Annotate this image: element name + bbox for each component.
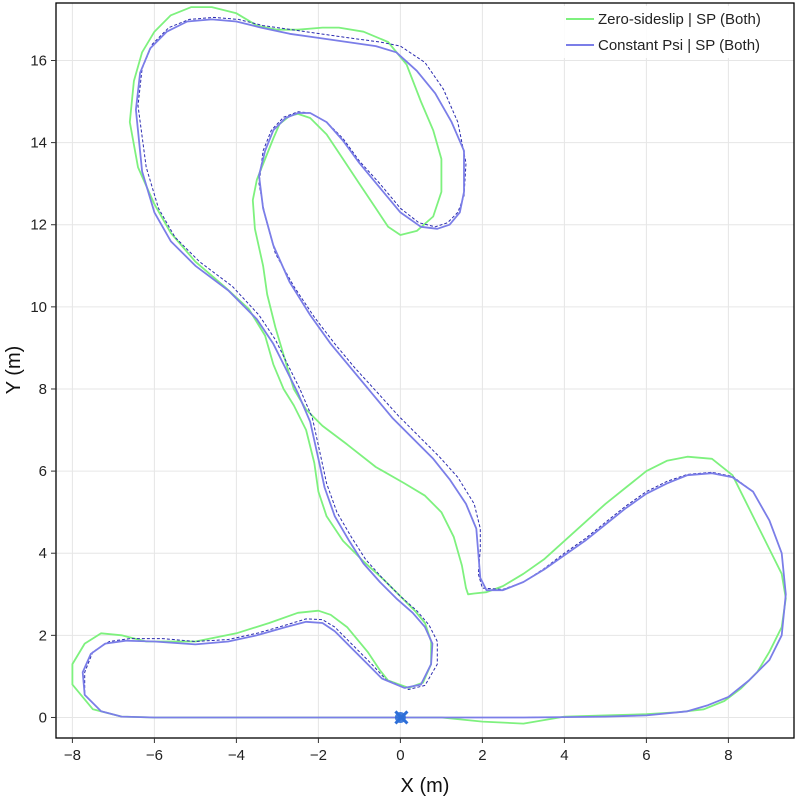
legend-box <box>560 6 790 58</box>
x-tick-label-5: 2 <box>478 747 486 764</box>
x-tick-label-1: −6 <box>146 747 163 764</box>
x-tick-label-0: −8 <box>64 747 81 764</box>
y-tick-label-2: 4 <box>39 545 47 562</box>
x-tick-label-8: 8 <box>724 747 732 764</box>
series-line-0 <box>71 6 787 725</box>
y-axis-ticks: 0 2 4 6 8 10 12 14 16 <box>30 52 56 726</box>
y-tick-label-3: 6 <box>39 463 47 480</box>
x-axis-ticks: −8 −6 −4 −2 0 2 4 6 8 <box>64 738 733 764</box>
x-tick-label-7: 6 <box>642 747 650 764</box>
x-tick-label-6: 4 <box>560 747 568 764</box>
series-line-1 <box>81 18 787 719</box>
start-marker-circle <box>394 711 406 723</box>
grid-lines <box>56 3 794 738</box>
y-axis-title: Y (m) <box>3 346 25 395</box>
x-tick-label-3: −2 <box>310 747 327 764</box>
x-tick-label-4: 0 <box>396 747 404 764</box>
legend-label-zero-sideslip: Zero-sideslip | SP (Both) <box>598 11 761 28</box>
legend-label-constant-psi: Constant Psi | SP (Both) <box>598 37 760 54</box>
y-tick-label-0: 0 <box>39 709 47 726</box>
x-axis-title: X (m) <box>401 775 450 797</box>
y-tick-label-5: 10 <box>30 299 47 316</box>
start-markers <box>394 710 409 725</box>
y-tick-label-6: 12 <box>30 217 47 234</box>
series-lines <box>71 6 787 725</box>
y-tick-label-7: 14 <box>30 135 47 152</box>
legend: Zero-sideslip | SP (Both) Constant Psi |… <box>560 6 790 58</box>
series-line-2 <box>84 16 787 718</box>
y-tick-label-1: 2 <box>39 627 47 644</box>
plot-frame <box>55 2 795 739</box>
x-tick-label-2: −4 <box>228 747 245 764</box>
y-tick-label-8: 16 <box>30 52 47 69</box>
y-tick-label-4: 8 <box>39 381 47 398</box>
